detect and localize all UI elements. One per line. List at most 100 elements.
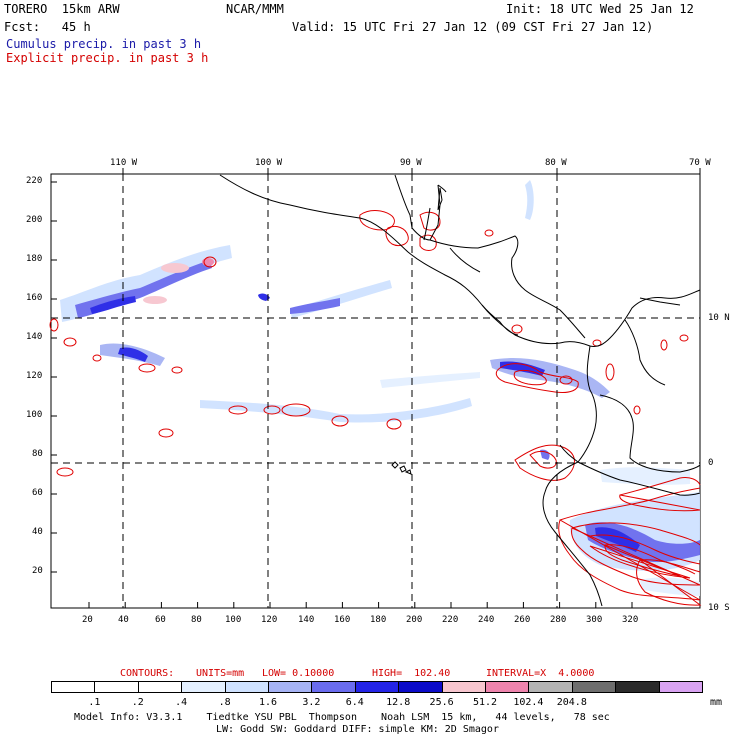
x-tick-label: 140 bbox=[298, 615, 315, 625]
contour bbox=[589, 534, 701, 579]
legend-threshold-label: .1 bbox=[88, 697, 101, 708]
contour bbox=[386, 418, 402, 430]
contour bbox=[513, 369, 547, 386]
lon-tick-marks bbox=[122, 168, 701, 174]
legend-swatch bbox=[137, 681, 183, 693]
legend-threshold-label: 1.6 bbox=[258, 697, 278, 708]
model-info: Model Info: V3.3.1 Tiedtke YSU PBL Thomp… bbox=[74, 712, 610, 723]
x-tick-label: 100 bbox=[225, 615, 242, 625]
colombia-coast bbox=[542, 345, 603, 607]
legend-threshold-label: 12.8 bbox=[386, 697, 411, 708]
contour bbox=[359, 210, 395, 231]
contour bbox=[636, 559, 702, 606]
x-tick-label: 220 bbox=[442, 615, 459, 625]
legend-swatch bbox=[485, 681, 530, 693]
legend-swatch bbox=[398, 681, 443, 693]
legend-threshold-label: .2 bbox=[131, 697, 144, 708]
forecast-hour: Fcst: 45 h bbox=[4, 20, 91, 34]
x-tick-marks bbox=[88, 602, 633, 608]
cumulus-precip-title: Cumulus precip. in past 3 h bbox=[6, 37, 202, 51]
contour bbox=[419, 211, 441, 231]
legend-threshold-label: 25.6 bbox=[429, 697, 454, 708]
precip-band bbox=[640, 577, 700, 596]
precip-band bbox=[600, 467, 690, 485]
y-tick-marks bbox=[51, 181, 57, 573]
contours-label: CONTOURS: bbox=[120, 668, 175, 679]
contour bbox=[385, 225, 409, 247]
explicit-precip-title: Explicit precip. in past 3 h bbox=[6, 51, 209, 65]
contour bbox=[514, 444, 575, 481]
x-tick-label: 260 bbox=[514, 615, 531, 625]
contour bbox=[559, 375, 573, 385]
contour bbox=[158, 428, 174, 438]
lat-label-0: 0 bbox=[708, 458, 714, 468]
precip-core bbox=[258, 293, 270, 301]
guatemala-border bbox=[423, 207, 431, 241]
y-tick-label: 80 bbox=[32, 449, 43, 459]
x-tick-label: 200 bbox=[406, 615, 423, 625]
x-tick-label: 80 bbox=[191, 615, 202, 625]
x-tick-label: 300 bbox=[586, 615, 603, 625]
precip-band bbox=[200, 398, 472, 423]
y-tick-label: 200 bbox=[26, 215, 43, 225]
contour bbox=[605, 363, 615, 381]
contour bbox=[63, 337, 77, 347]
model-title: TORERO 15km ARW bbox=[4, 2, 120, 16]
precip-core bbox=[595, 527, 640, 552]
legend-swatch bbox=[181, 681, 226, 693]
legend-swatch bbox=[354, 681, 400, 693]
contour bbox=[92, 354, 102, 362]
peru-border bbox=[577, 461, 701, 496]
x-tick-label: 60 bbox=[155, 615, 166, 625]
cuba bbox=[639, 297, 681, 306]
x-tick-label: 180 bbox=[370, 615, 387, 625]
lat-label-10n: 10 N bbox=[708, 313, 730, 323]
physics-info: LW: Godd SW: Goddard DIFF: simple KM: 2D… bbox=[216, 724, 499, 735]
contour bbox=[49, 318, 59, 332]
init-time: Init: 18 UTC Wed 25 Jan 12 bbox=[506, 2, 694, 16]
legend-unit: mm bbox=[710, 697, 723, 708]
legend-threshold-label: .4 bbox=[175, 697, 188, 708]
map-frame bbox=[50, 173, 701, 609]
legend-swatch bbox=[268, 681, 313, 693]
explicit-precip-contours bbox=[49, 210, 702, 606]
contour bbox=[604, 544, 696, 577]
legend-swatch bbox=[658, 681, 703, 693]
contour bbox=[619, 477, 701, 512]
costa-rica-coast bbox=[481, 304, 519, 336]
legend-swatch bbox=[615, 681, 660, 693]
contour bbox=[56, 467, 74, 477]
legend-threshold-label: .8 bbox=[218, 697, 231, 708]
x-tick-label: 160 bbox=[334, 615, 351, 625]
contour bbox=[679, 334, 689, 342]
x-tick-label: 320 bbox=[622, 615, 639, 625]
ecuador-coast bbox=[559, 444, 579, 463]
contour bbox=[281, 403, 311, 417]
legend-threshold-label: 6.4 bbox=[345, 697, 364, 708]
contour bbox=[633, 405, 641, 415]
legend-swatch bbox=[571, 681, 617, 693]
legend-threshold-label: 204.8 bbox=[556, 697, 587, 708]
y-tick-label: 160 bbox=[26, 293, 43, 303]
precip-cell bbox=[143, 296, 167, 304]
organization-label: NCAR/MMM bbox=[226, 2, 284, 16]
cumulus-precip-shading bbox=[60, 180, 700, 596]
andes-border bbox=[599, 394, 701, 473]
venezuela-coast bbox=[624, 319, 666, 386]
y-tick-label: 100 bbox=[26, 410, 43, 420]
y-tick-label: 20 bbox=[32, 566, 43, 576]
contours-low: LOW= 0.10000 bbox=[262, 668, 335, 679]
x-tick-label: 120 bbox=[261, 615, 278, 625]
legend-swatch bbox=[51, 681, 96, 693]
lat-label-10s: 10 S bbox=[708, 603, 730, 613]
legend-threshold-label: 3.2 bbox=[302, 697, 321, 708]
y-tick-label: 180 bbox=[26, 254, 43, 264]
precip-core bbox=[118, 347, 148, 362]
yucatan bbox=[437, 184, 447, 193]
precip-band bbox=[525, 180, 534, 220]
coastlines bbox=[219, 174, 701, 607]
lon-label-90w: 90 W bbox=[400, 158, 422, 168]
contours-interval: INTERVAL=X 4.0000 bbox=[486, 668, 595, 679]
lon-label-70w: 70 W bbox=[689, 158, 711, 168]
